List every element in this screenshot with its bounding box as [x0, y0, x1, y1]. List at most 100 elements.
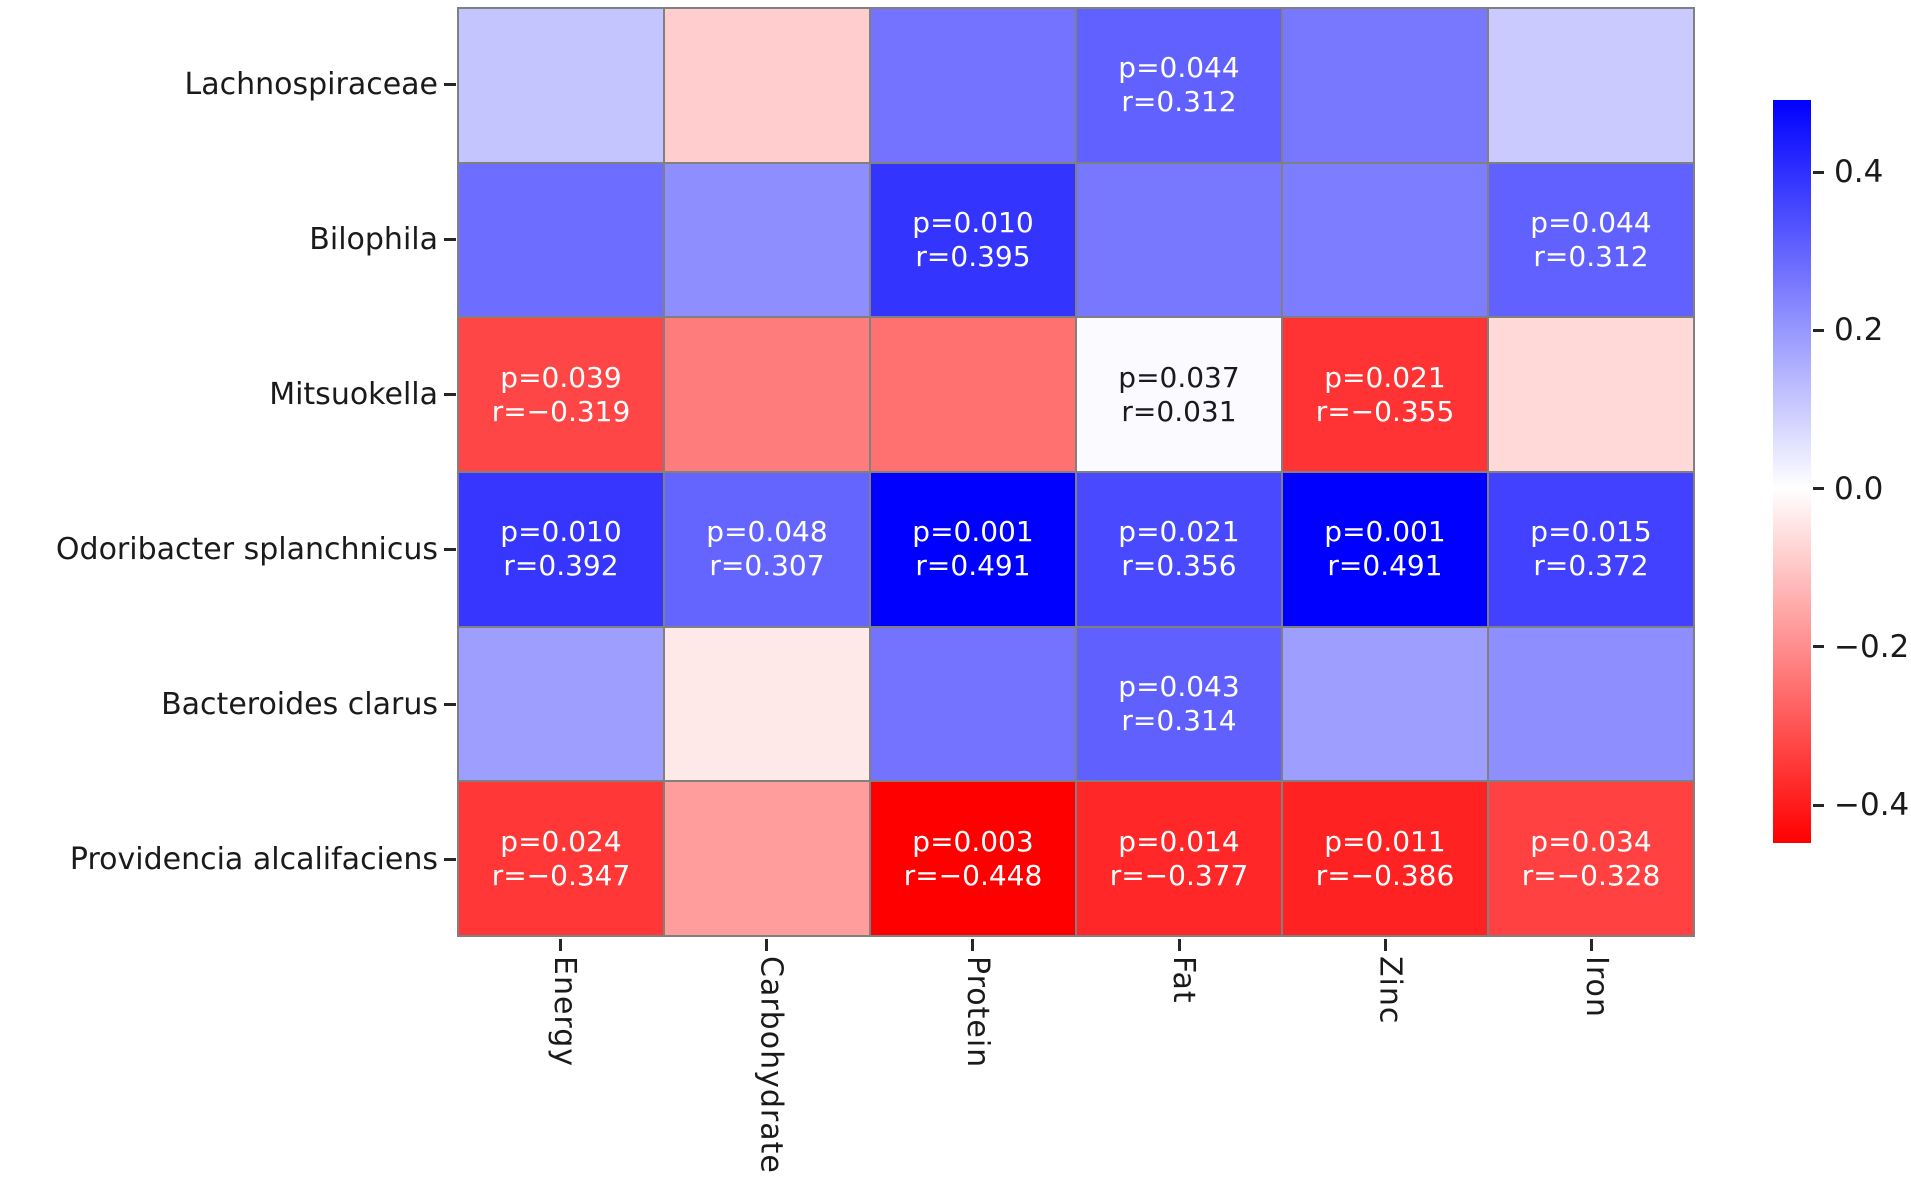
- cell-p-value: p=0.034: [1530, 824, 1652, 858]
- cell-p-value: p=0.014: [1118, 824, 1240, 858]
- y-axis-tick: [444, 83, 456, 86]
- heatmap-cell: p=0.001 r=0.491: [1283, 473, 1487, 626]
- heatmap-cell: [1489, 9, 1693, 162]
- cell-r-value: r=−0.448: [903, 858, 1043, 892]
- cell-p-value: p=0.039: [500, 360, 622, 394]
- colorbar-tick-label: −0.4: [1834, 787, 1910, 824]
- cell-p-value: p=0.011: [1324, 824, 1446, 858]
- x-axis-tick: [558, 939, 562, 951]
- cell-p-value: p=0.010: [500, 515, 622, 549]
- heatmap-cell: p=0.039 r=−0.319: [459, 318, 663, 471]
- y-axis-tick: [444, 548, 456, 551]
- x-axis-tick: [1177, 939, 1181, 951]
- cell-r-value: r=0.312: [1121, 85, 1237, 119]
- heatmap-cell: [665, 318, 869, 471]
- row-label: Bilophila: [309, 221, 438, 257]
- column-label: Protein: [959, 956, 995, 1069]
- heatmap-cell: [665, 9, 869, 162]
- cell-r-value: r=0.395: [915, 239, 1031, 273]
- heatmap-cell: p=0.024 r=−0.347: [459, 782, 663, 935]
- cell-r-value: r=0.372: [1533, 549, 1649, 583]
- row-label: Mitsuokella: [269, 376, 438, 412]
- cell-p-value: p=0.021: [1118, 515, 1240, 549]
- heatmap-cell: p=0.043 r=0.314: [1077, 627, 1281, 781]
- cell-p-value: p=0.044: [1118, 51, 1240, 85]
- heatmap-cell: p=0.010 r=0.392: [459, 473, 663, 626]
- heatmap-cell: [665, 627, 869, 781]
- heatmap-cell: p=0.010 r=0.395: [871, 163, 1075, 317]
- colorbar-tick: [1813, 170, 1824, 174]
- colorbar-tick: [1813, 487, 1824, 490]
- heatmap-cell: p=0.037 r=0.031: [1077, 318, 1281, 471]
- column-label: Carbohydrate: [753, 956, 789, 1174]
- heatmap-cell: [1489, 627, 1693, 781]
- x-axis-tick: [765, 939, 768, 951]
- heatmap-cell: [459, 627, 663, 781]
- heatmap-cell: p=0.021 r=0.356: [1077, 473, 1281, 626]
- heatmap-cell: [1283, 627, 1487, 781]
- column-label: Energy: [547, 956, 583, 1068]
- cell-r-value: r=−0.377: [1109, 858, 1249, 892]
- colorbar-tick: [1813, 803, 1824, 807]
- heatmap-cell: [871, 627, 1075, 781]
- cell-r-value: r=−0.347: [491, 858, 631, 892]
- heatmap-cell: [871, 9, 1075, 162]
- cell-r-value: r=0.491: [1327, 549, 1443, 583]
- cell-p-value: p=0.001: [1324, 515, 1446, 549]
- cell-r-value: r=0.392: [503, 549, 619, 583]
- y-axis-tick: [444, 858, 456, 861]
- heatmap-cell: [459, 163, 663, 317]
- heatmap-cell: p=0.044 r=0.312: [1077, 9, 1281, 162]
- x-axis-tick: [971, 939, 975, 951]
- heatmap-cell: [871, 318, 1075, 471]
- cell-r-value: r=0.356: [1121, 549, 1237, 583]
- row-label: Odoribacter splanchnicus: [55, 531, 438, 567]
- x-axis-tick: [1590, 939, 1594, 951]
- heatmap-cell: [459, 9, 663, 162]
- heatmap-cell: [1077, 163, 1281, 317]
- cell-r-value: r=−0.328: [1521, 858, 1661, 892]
- cell-p-value: p=0.021: [1324, 360, 1446, 394]
- row-label: Lachnospiraceae: [184, 66, 439, 102]
- cell-r-value: r=−0.386: [1315, 858, 1455, 892]
- y-axis-tick: [444, 703, 456, 706]
- heatmap-cell: p=0.011 r=−0.386: [1283, 782, 1487, 935]
- heatmap-cell: p=0.003 r=−0.448: [871, 782, 1075, 935]
- column-label: Zinc: [1372, 956, 1408, 1025]
- row-label: Providencia alcalifaciens: [69, 841, 438, 877]
- cell-p-value: p=0.001: [912, 515, 1034, 549]
- cell-p-value: p=0.037: [1118, 360, 1240, 394]
- heatmap-cell: p=0.001 r=0.491: [871, 473, 1075, 626]
- cell-p-value: p=0.015: [1530, 515, 1652, 549]
- y-axis-tick: [444, 238, 456, 241]
- cell-r-value: r=0.031: [1121, 394, 1237, 428]
- heatmap-cell: [1283, 163, 1487, 317]
- heatmap-grid: p=0.044 r=0.312 p=0.010 r=0.395 p=0.044 r=0.3…: [457, 7, 1695, 937]
- colorbar-tick-label: −0.2: [1834, 628, 1910, 665]
- column-label: Fat: [1166, 956, 1202, 1004]
- cell-r-value: r=−0.319: [491, 394, 631, 428]
- heatmap-cell: p=0.034 r=−0.328: [1489, 782, 1693, 935]
- colorbar-tick-label: 0.2: [1834, 312, 1884, 349]
- heatmap-cell: p=0.048 r=0.307: [665, 473, 869, 626]
- cell-r-value: r=0.312: [1533, 239, 1649, 273]
- cell-p-value: p=0.043: [1118, 669, 1240, 703]
- cell-p-value: p=0.003: [912, 824, 1034, 858]
- colorbar-tick: [1813, 645, 1824, 649]
- colorbar-tick-label: 0.4: [1834, 154, 1884, 190]
- heatmap-cell: [665, 163, 869, 317]
- y-axis-tick: [444, 393, 456, 396]
- heatmap-cell: [665, 782, 869, 935]
- cell-r-value: r=0.314: [1121, 703, 1237, 737]
- heatmap-cell: p=0.015 r=0.372: [1489, 473, 1693, 626]
- colorbar-tick: [1813, 328, 1824, 332]
- cell-p-value: p=0.048: [706, 515, 828, 549]
- cell-p-value: p=0.044: [1530, 205, 1652, 239]
- cell-r-value: r=0.491: [915, 549, 1031, 583]
- cell-p-value: p=0.024: [500, 824, 622, 858]
- heatmap-cell: [1283, 9, 1487, 162]
- colorbar: [1773, 100, 1811, 843]
- heatmap-cell: p=0.021 r=−0.355: [1283, 318, 1487, 471]
- cell-p-value: p=0.010: [912, 205, 1034, 239]
